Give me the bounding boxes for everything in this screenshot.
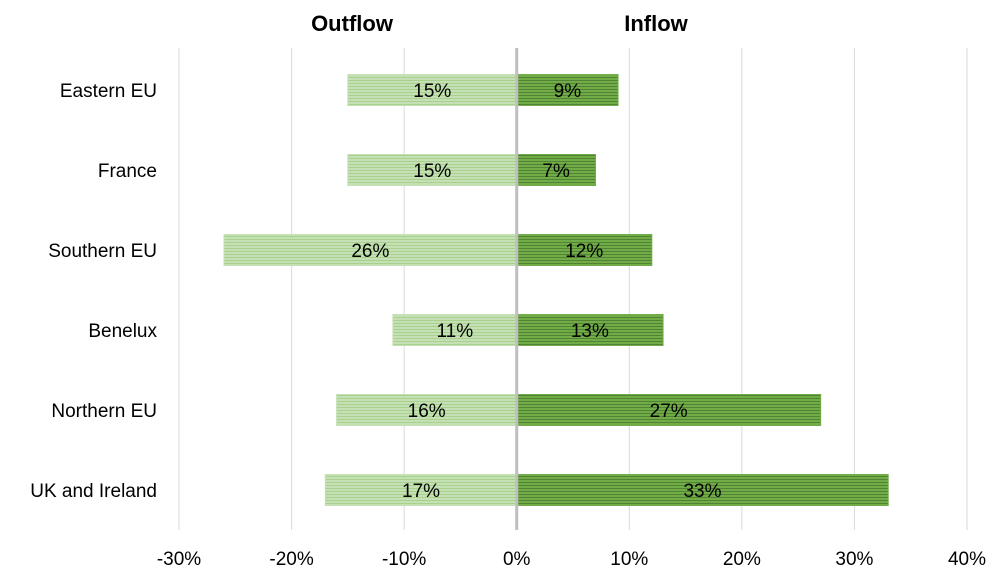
category-label: UK and Ireland: [30, 481, 157, 502]
inflow-bar: [516, 314, 664, 346]
labels: -30% -20% -10% 0% 10% 20% 30% 40% Eastern EU 15% 9…: [30, 81, 986, 570]
bars: [223, 74, 889, 506]
x-tick-label: 10%: [610, 549, 648, 570]
x-tick-label: -30%: [157, 549, 201, 570]
outflow-bar: [223, 234, 518, 266]
outflow-data-label: 17%: [402, 481, 440, 502]
outflow-data-label: 15%: [413, 81, 451, 102]
outflow-bar: [336, 394, 518, 426]
inflow-data-label: 27%: [650, 401, 688, 422]
x-tick-label: 20%: [723, 549, 761, 570]
x-tick-label: 40%: [948, 549, 986, 570]
inflow-data-label: 12%: [565, 241, 603, 262]
outflow-bar: [347, 74, 518, 106]
inflow-data-label: 33%: [683, 481, 721, 502]
outflow-header: Outflow: [311, 11, 394, 36]
x-tick-label: -10%: [382, 549, 426, 570]
inflow-bar: [516, 74, 619, 106]
category-label: Northern EU: [51, 401, 157, 422]
inflow-data-label: 13%: [571, 321, 609, 342]
inflow-header: Inflow: [624, 11, 688, 36]
outflow-data-label: 15%: [413, 161, 451, 182]
inflow-data-label: 7%: [542, 161, 570, 182]
category-label: Eastern EU: [60, 81, 157, 102]
outflow-bar: [347, 154, 518, 186]
gridlines: [178, 48, 968, 530]
inflow-bar: [516, 234, 653, 266]
x-tick-label: -20%: [269, 549, 313, 570]
x-tick-label: 30%: [835, 549, 873, 570]
outflow-bar: [324, 474, 518, 506]
x-tick-label: 0%: [503, 549, 531, 570]
inflow-data-label: 9%: [554, 81, 582, 102]
inflow-bar: [516, 394, 822, 426]
outflow-data-label: 11%: [436, 321, 473, 342]
outflow-data-label: 16%: [408, 401, 446, 422]
outflow-data-label: 26%: [351, 241, 389, 262]
inflow-bar: [516, 474, 889, 506]
category-label: France: [98, 161, 157, 182]
category-label: Benelux: [88, 321, 157, 342]
category-label: Southern EU: [48, 241, 157, 262]
